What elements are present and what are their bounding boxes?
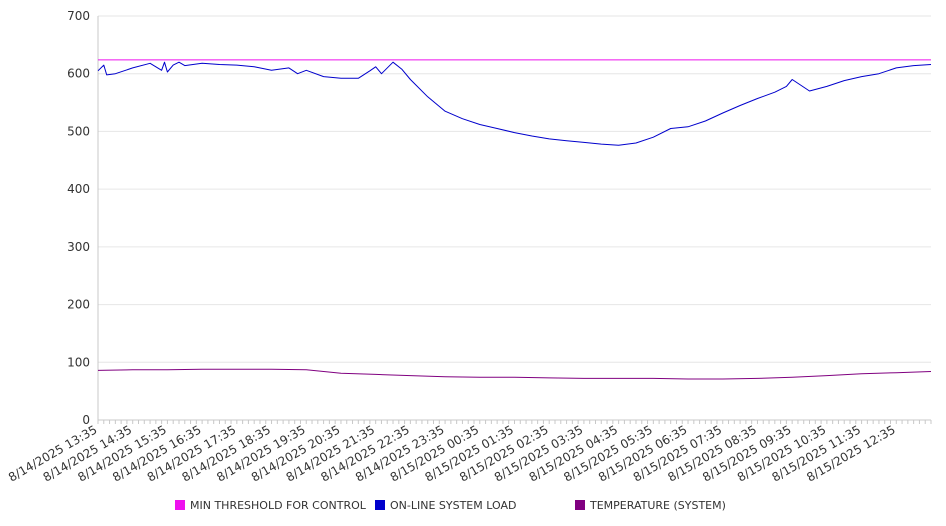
- series-lines: [97, 59, 932, 380]
- legend-swatch: [375, 500, 385, 510]
- y-tick-label: 300: [67, 240, 90, 254]
- gridlines: [98, 15, 931, 363]
- legend-label: TEMPERATURE (SYSTEM): [589, 499, 726, 512]
- y-tick-label: 700: [67, 9, 90, 23]
- legend-label: ON-LINE SYSTEM LOAD: [390, 499, 516, 512]
- y-tick-label: 200: [67, 298, 90, 312]
- y-tick-label: 500: [67, 124, 90, 138]
- legend-swatch: [575, 500, 585, 510]
- x-tick-labels: 8/14/2025 13:358/14/2025 14:358/14/2025 …: [6, 422, 898, 484]
- legend-label: MIN THRESHOLD FOR CONTROL: [190, 499, 367, 512]
- y-tick-label: 400: [67, 182, 90, 196]
- axes: [97, 16, 932, 424]
- legend-swatch: [175, 500, 185, 510]
- series-line-on-line-system-load: [97, 61, 932, 146]
- y-tick-label: 0: [82, 413, 90, 427]
- legend: MIN THRESHOLD FOR CONTROL ON-LINE SYSTEM …: [175, 499, 726, 512]
- series-line-temperature-system: [97, 368, 932, 380]
- y-tick-label: 600: [67, 67, 90, 81]
- y-tick-label: 100: [67, 355, 90, 369]
- y-tick-labels: 0 100 200 300 400 500 600 700: [67, 9, 90, 427]
